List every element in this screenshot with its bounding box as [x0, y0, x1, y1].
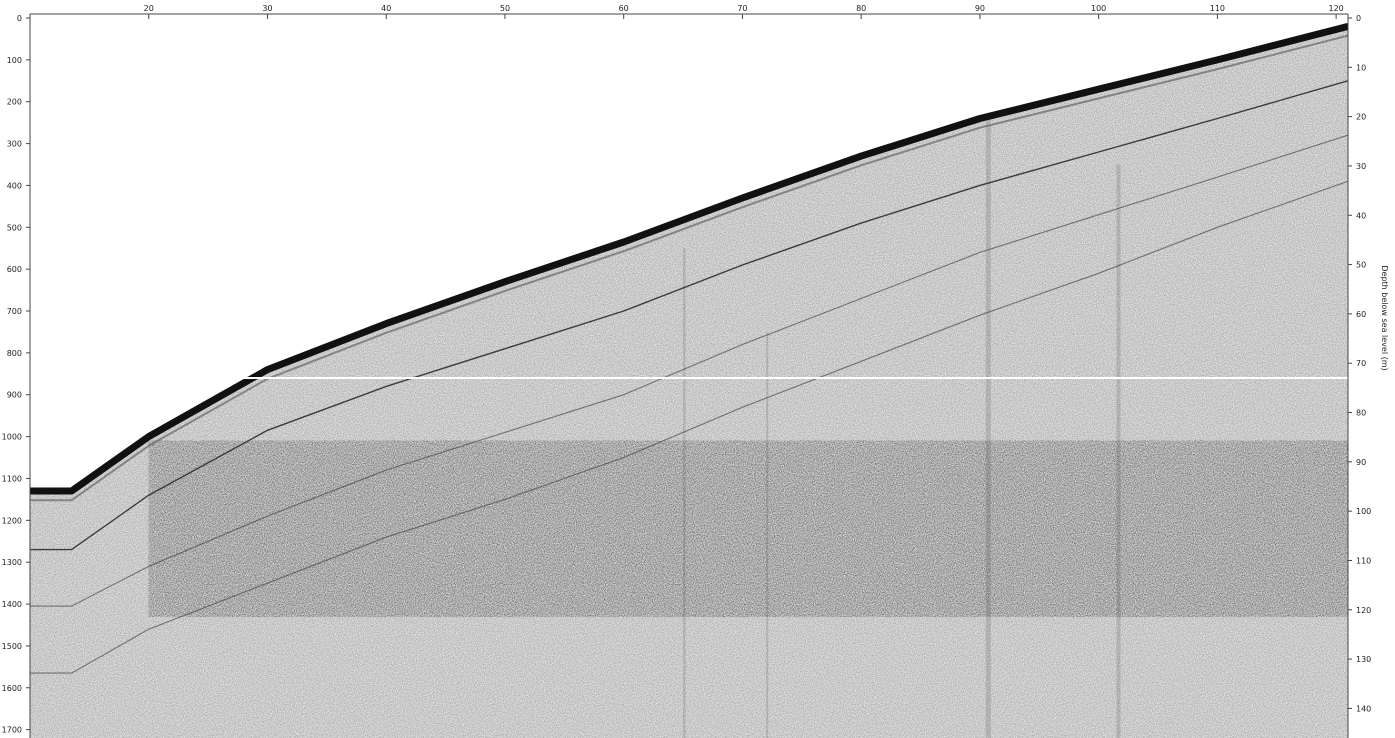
noise-stripe-3	[683, 248, 686, 738]
x-tick-label: 110	[1210, 4, 1225, 13]
chaotic-unit	[148, 440, 1348, 617]
y-right-tick-label: 130	[1356, 655, 1371, 664]
y-left-tick-label: 500	[7, 223, 22, 232]
y-left-tick-label: 1200	[2, 516, 22, 525]
y-left-tick-label: 300	[7, 140, 22, 149]
axes: 20 30 40 50 60 70 80 90 100 110 120 01002003004005…	[2, 4, 1389, 738]
y-right-tick-label: 70	[1356, 359, 1366, 368]
x-tick-label: 80	[856, 4, 866, 13]
y-left-tick-label: 200	[7, 98, 22, 107]
vertical-noise-stripes	[683, 80, 1121, 738]
x-tick-label: 60	[619, 4, 629, 13]
y-right-tick-label: 90	[1356, 458, 1366, 467]
x-axis-ticks: 20 30 40 50 60 70 80 90 100 110 120	[144, 4, 1344, 19]
y-right-tick-label: 140	[1356, 704, 1371, 713]
y-left-tick-label: 900	[7, 391, 22, 400]
x-tick-label: 30	[262, 4, 272, 13]
x-tick-label: 40	[381, 4, 391, 13]
x-tick-label: 20	[144, 4, 154, 13]
y-left-tick-label: 600	[7, 265, 22, 274]
reflector-line-1	[30, 80, 1348, 551]
seafloor-reflector	[30, 23, 1348, 495]
y-left-tick-label: 1400	[2, 600, 22, 609]
y-right-tick-label: 80	[1356, 409, 1366, 418]
y-right-tick-label: 120	[1356, 606, 1371, 615]
y-left-tick-label: 800	[7, 349, 22, 358]
noise-stripe-4	[766, 332, 769, 738]
y-axis-left-ticks: 0 100 200 300 400 500 600 700 800 900 1000 1100 1200…	[2, 14, 30, 735]
reflector-lines	[30, 80, 1348, 674]
y-right-tick-label: 40	[1356, 211, 1366, 220]
y-left-tick-label: 1700	[2, 726, 22, 735]
reflector-line-2	[30, 134, 1348, 607]
y-right-tick-label: 20	[1356, 113, 1366, 122]
x-tick-label: 70	[737, 4, 747, 13]
y-left-tick-label: 1100	[2, 474, 22, 483]
y-right-tick-label: 0	[1356, 14, 1361, 23]
y-left-tick-label: 1300	[2, 558, 22, 567]
y-right-tick-label: 50	[1356, 261, 1366, 270]
y-right-tick-label: 110	[1356, 556, 1371, 565]
y-left-tick-label: 1000	[2, 433, 22, 442]
x-tick-label: 50	[500, 4, 510, 13]
y-left-tick-label: 1600	[2, 684, 22, 693]
x-tick-label: 100	[1091, 4, 1106, 13]
y-left-tick-label: 1500	[2, 642, 22, 651]
x-tick-label: 90	[975, 4, 985, 13]
y-axis-right-title: Depth below sea level (m)	[1380, 265, 1389, 370]
y-axis-right-ticks: 0 10 20 30 40 50 60 70 80 90 100 110 120 130 140	[1348, 14, 1371, 713]
x-tick-label: 120	[1328, 4, 1343, 13]
water-column	[30, 18, 1348, 488]
y-left-tick-label: 400	[7, 181, 22, 190]
y-right-tick-label: 100	[1356, 507, 1371, 516]
y-right-tick-label: 60	[1356, 310, 1366, 319]
noise-stripe-2	[1116, 164, 1121, 738]
y-right-tick-label: 10	[1356, 63, 1366, 72]
noise-stripe-1	[985, 80, 991, 738]
y-left-tick-label: 100	[7, 56, 22, 65]
y-left-tick-label: 700	[7, 307, 22, 316]
reflector-line-3	[30, 180, 1348, 674]
y-right-tick-label: 30	[1356, 162, 1366, 171]
seafloor-reflector-secondary	[30, 34, 1348, 502]
y-left-tick-label: 0	[17, 14, 22, 23]
